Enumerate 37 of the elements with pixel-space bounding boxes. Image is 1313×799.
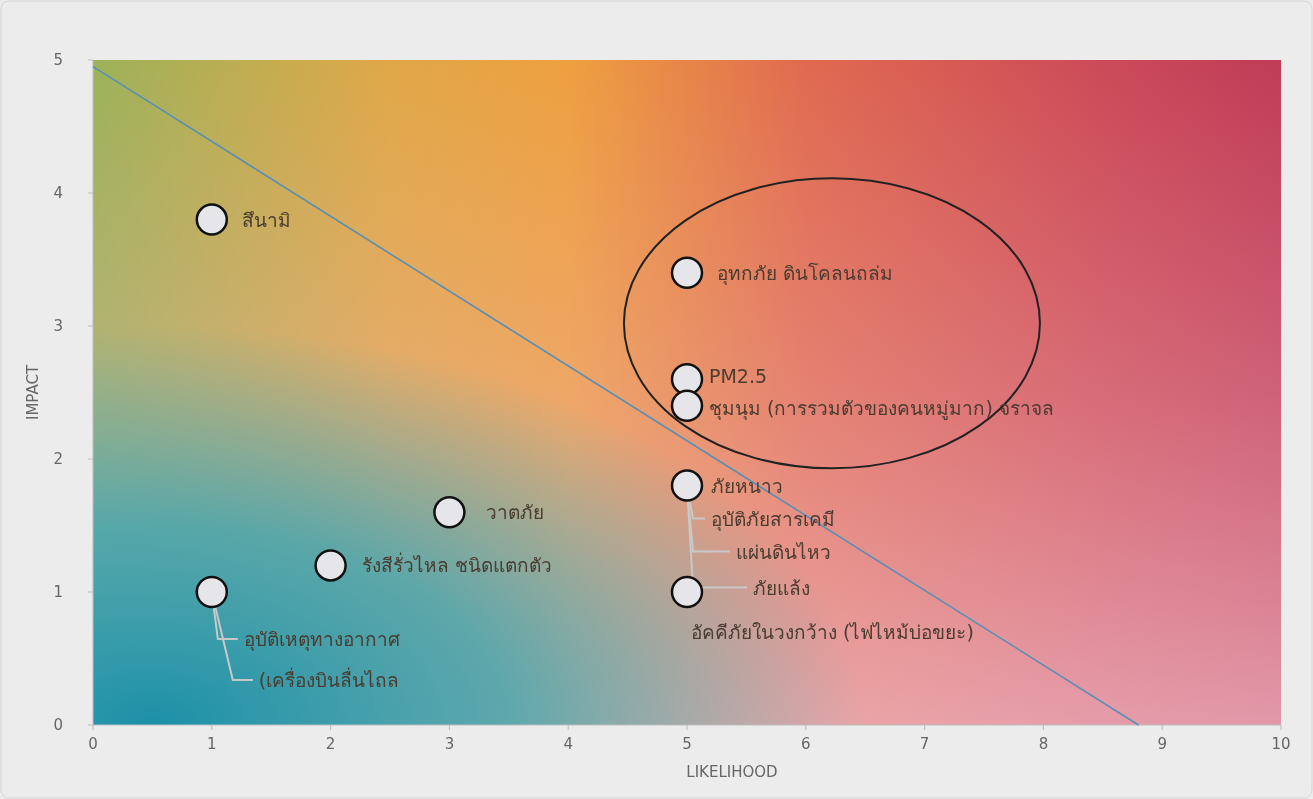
point <box>670 575 704 609</box>
y-tick-label: 4 <box>53 184 63 202</box>
annotation: วาตภัย <box>486 501 545 524</box>
y-tick-label: 1 <box>53 583 63 601</box>
x-tick-label: 9 <box>1157 735 1167 753</box>
annotation: อุบัติเหตุทางอากาศ (เครื่องบินลื่นไถล <box>243 628 400 691</box>
x-tick-label: 0 <box>88 735 98 753</box>
point <box>314 549 347 582</box>
point <box>195 203 229 236</box>
x-tick-label: 8 <box>1038 735 1049 753</box>
x-tick-label: 4 <box>563 735 573 753</box>
annotation: อุทกภัย ดินโคลนถล่ม <box>717 261 894 286</box>
x-tick-label: 5 <box>682 735 692 753</box>
x-tick-label: 3 <box>444 735 455 753</box>
x-tick-label: 10 <box>1271 735 1291 753</box>
annotation: ชุมนุม (การรวมตัวของคนหมู่มาก) จราจล <box>709 396 1054 421</box>
annotation: รังสีรั่วไหล ชนิดแตกตัว <box>361 552 552 577</box>
point <box>670 389 704 423</box>
y-tick-label: 5 <box>53 51 63 69</box>
point <box>195 575 229 609</box>
annotation: สึนามิ <box>241 208 291 231</box>
point <box>670 256 704 290</box>
point <box>670 469 704 502</box>
y-axis-title: IMPACT <box>24 364 42 421</box>
annotation: ภัยแล้ง <box>753 576 810 599</box>
y-tick-label: 2 <box>53 450 63 468</box>
annotation: อัคคีภัยในวงกว้าง (ไฟไหม้บ่อขยะ) <box>691 621 974 643</box>
x-tick-label: 6 <box>801 735 811 753</box>
x-tick-label: 2 <box>325 735 336 753</box>
x-axis-title: LIKELIHOOD <box>686 763 778 781</box>
x-tick-label: 7 <box>919 735 930 753</box>
point <box>433 495 466 529</box>
y-tick-label: 0 <box>53 716 63 734</box>
annotation: แผ่นดินไหว <box>736 540 831 563</box>
x-tick-label: 1 <box>207 735 217 753</box>
y-tick-label: 3 <box>53 317 63 335</box>
annotation: PM2.5 <box>709 365 768 388</box>
